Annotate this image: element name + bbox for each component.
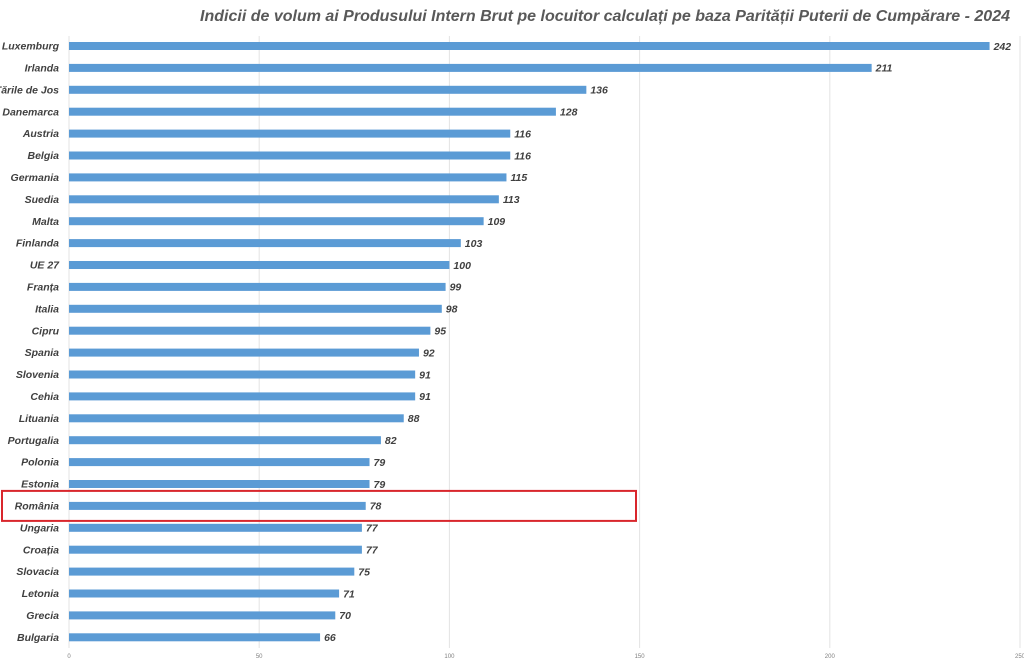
bar [69,370,416,379]
category-label: Suedia [25,194,60,206]
value-label: 75 [358,566,370,578]
bar [69,217,484,226]
category-label: UE 27 [30,260,60,272]
value-label: 77 [366,545,379,557]
value-label: 99 [450,282,462,294]
value-label: 71 [343,588,355,600]
bar [69,567,355,576]
x-axis-ticks: 0 50 100 150 200 250 [67,654,1024,660]
value-label: 70 [339,610,351,622]
category-label: Slovacia [16,566,59,578]
category-label: Luxemburg [2,41,60,53]
category-label: Belgia [27,150,59,162]
bar [69,129,511,138]
value-label: 113 [503,194,520,206]
value-label: 115 [510,172,527,184]
bar [69,545,362,554]
bar [69,85,587,94]
value-label: 79 [374,479,386,491]
value-label: 77 [366,523,379,535]
bar [69,304,442,313]
bar [69,261,450,269]
value-label: 242 [993,41,1012,53]
value-label: 109 [488,216,506,228]
category-label: Germania [11,172,60,184]
bar [69,480,370,488]
value-label: 79 [374,457,386,469]
value-label: 136 [590,85,608,97]
bar [69,107,556,116]
bar [69,436,381,445]
value-label: 66 [324,632,336,644]
value-label: 91 [419,391,431,403]
value-label: 116 [514,128,531,140]
category-label: Țările de Jos [0,84,59,96]
value-label: 103 [465,238,483,250]
category-label: Finlanda [16,238,59,250]
category-label: Danemarca [2,106,59,118]
bars [69,42,990,642]
x-tick-label: 150 [635,654,646,660]
chart-title: Indicii de volum ai Produsului Intern Br… [200,8,1010,25]
category-label: Malta [32,216,59,228]
category-label: Grecia [26,610,59,622]
category-label: Estonia [21,479,59,491]
bar [69,195,499,204]
x-tick-label: 200 [825,654,836,660]
value-label: 91 [419,369,431,381]
value-label: 211 [875,63,893,75]
highlight-box [1,489,637,522]
bar [69,414,404,423]
category-label: Italia [35,303,59,315]
x-tick-label: 250 [1015,654,1024,660]
x-tick-label: 50 [256,654,263,660]
bar [69,239,461,248]
value-label: 100 [453,260,471,272]
category-label: Letonia [22,588,59,600]
category-label: Spania [25,347,60,359]
value-label: 95 [434,326,446,338]
bar [69,611,336,620]
value-label: 128 [560,107,578,119]
bar [69,326,431,335]
bar [69,633,321,642]
bar [69,63,872,72]
category-label: Croația [23,544,59,556]
bar [69,589,340,598]
bar [69,458,370,467]
value-label: 78 [370,501,382,513]
bar [69,348,419,357]
bar [69,392,416,401]
bar [69,42,990,50]
bar [69,501,366,510]
category-label: Ungaria [20,522,59,534]
category-label: Lituania [19,413,59,425]
category-label: România [15,501,60,513]
highlight [1,489,637,522]
bar [69,282,446,291]
category-label: Franța [27,282,59,294]
bar [69,523,362,532]
category-label: Cehia [30,391,59,403]
category-label: Irlanda [25,63,60,75]
category-label: Portugalia [8,435,60,447]
value-label: 116 [514,150,531,162]
category-label: Cipru [32,325,60,337]
x-tick-label: 0 [67,654,71,660]
gridlines [68,36,1021,648]
value-label: 88 [408,413,420,425]
x-tick-label: 100 [444,654,455,660]
bar [69,151,511,160]
category-label: Slovenia [16,369,59,381]
value-label: 82 [385,435,397,447]
category-label: Bulgaria [17,632,59,644]
category-label: Austria [22,128,59,140]
category-label: Polonia [21,457,59,469]
value-label: 92 [423,347,435,359]
labels: Luxemburg 242 Irlanda 211 Țările de Jos 136 Da… [0,41,1012,644]
bar [69,173,507,182]
value-label: 98 [446,304,458,316]
